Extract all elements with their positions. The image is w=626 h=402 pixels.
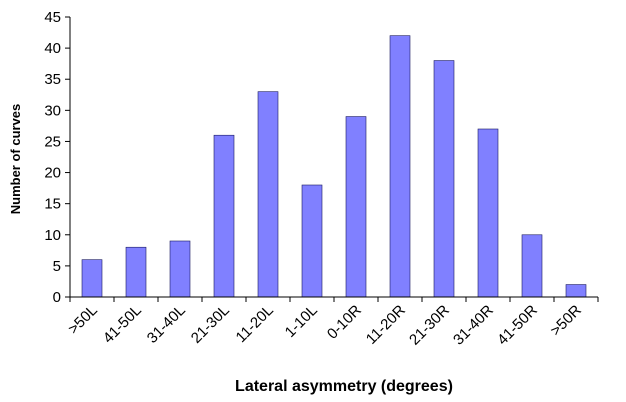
bar-8	[433, 60, 455, 298]
y-tick-label: 15	[44, 196, 61, 213]
bar-7	[389, 35, 411, 298]
x-tick-label: 21-30R	[406, 302, 453, 349]
x-tick-label: 41-50R	[494, 302, 541, 349]
y-tick-label: 25	[44, 133, 61, 150]
y-tick-label: 35	[44, 71, 61, 88]
y-ticks: 0 5 10 15 20 25 30 35 40 45	[44, 9, 70, 306]
axes	[69, 17, 598, 298]
bar-10	[521, 234, 543, 298]
bar-9	[477, 128, 499, 298]
x-tick-label: >50L	[65, 302, 101, 338]
x-tick-label: 11-20L	[233, 302, 277, 346]
x-tick-label: 0-10R	[324, 302, 365, 343]
x-tick-label: 11-20R	[363, 302, 409, 348]
bars	[81, 35, 587, 298]
bar-4	[257, 91, 279, 298]
y-tick-label: 0	[53, 289, 61, 306]
bar-0	[81, 259, 103, 298]
y-tick-label: 5	[53, 258, 61, 275]
y-tick-label: 45	[44, 9, 61, 26]
bar-3	[213, 134, 235, 298]
bar-1	[125, 246, 147, 298]
x-tick-label: 31-40R	[450, 302, 497, 349]
x-tick-label: 21-30L	[188, 302, 233, 347]
x-axis-title: Lateral asymmetry (degrees)	[235, 378, 453, 395]
y-axis-title: Number of curves	[8, 104, 23, 215]
x-tick-label: 31-40L	[144, 302, 189, 347]
bar-5	[301, 184, 323, 298]
x-tick-label: 41-50L	[100, 302, 145, 347]
x-tick-label: >50R	[547, 302, 585, 340]
x-tick-label: 1-10L	[282, 302, 321, 341]
y-tick-label: 30	[44, 102, 61, 119]
y-tick-label: 20	[44, 165, 61, 182]
bar-2	[169, 240, 191, 298]
bar-6	[345, 116, 367, 298]
bar-11	[565, 284, 587, 298]
y-tick-label: 40	[44, 40, 61, 57]
y-tick-label: 10	[44, 227, 61, 244]
